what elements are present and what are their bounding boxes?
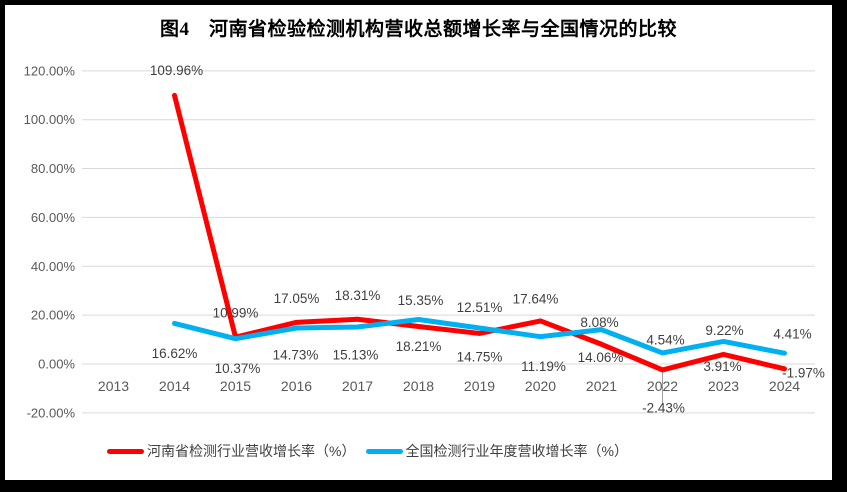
legend: 河南省检测行业营收增长率（%） 全国检测行业年度营收增长率（%） [0,441,781,461]
y-tick-label: 120.00% [24,63,76,78]
data-label-1: 14.73% [273,348,319,363]
chart-background [5,5,832,480]
data-label-0: 15.35% [398,293,444,308]
data-label-1: 4.41% [773,327,811,342]
data-label-0: -2.43% [642,400,685,415]
data-label-0: 17.64% [513,291,559,306]
data-label-0: 10.99% [213,306,259,321]
y-tick-label: 40.00% [31,259,76,274]
y-tick-label: 20.00% [31,308,76,323]
data-label-1: 10.37% [215,361,261,376]
data-label-0: 109.96% [150,63,203,78]
data-label-0: 3.91% [703,359,741,374]
data-label-1: 14.06% [578,350,624,365]
x-tick-label: 2024 [769,378,800,394]
y-tick-label: -20.00% [27,405,76,420]
x-tick-label: 2023 [708,378,739,394]
legend-label-national: 全国检测行业年度营收增长率（%） [405,443,628,459]
x-tick-label: 2015 [220,378,251,394]
data-label-0: -1.97% [782,365,825,380]
x-tick-label: 2020 [525,378,556,394]
data-label-0: 17.05% [274,291,320,306]
chart-title: 图4 河南省检验检测机构营收总额增长率与全国情况的比较 [159,19,677,40]
data-label-1: 4.54% [646,332,684,347]
y-tick-label: 80.00% [31,161,76,176]
data-label-1: 16.62% [152,346,198,361]
x-tick-label: 2013 [98,378,129,394]
y-tick-label: 100.00% [24,112,76,127]
data-label-1: 15.13% [333,348,379,363]
x-tick-label: 2017 [342,378,373,394]
y-tick-label: 0.00% [38,357,75,372]
y-tick-label: 60.00% [31,210,76,225]
national-series-swatch-icon [365,448,403,454]
legend-label-henan: 河南省检测行业营收增长率（%） [147,443,356,459]
legend-item-henan: 河南省检测行业营收增长率（%） [107,441,356,461]
x-tick-label: 2016 [281,378,312,394]
data-label-0: 12.51% [457,300,503,315]
data-label-1: 18.21% [396,339,442,354]
data-label-0: 18.31% [335,288,381,303]
series-line-0 [172,92,787,373]
series-line-1 [172,317,787,356]
data-label-0: 8.08% [580,315,618,330]
legend-item-national: 全国检测行业年度营收增长率（%） [365,441,628,461]
data-label-1: 14.75% [457,349,503,364]
x-tick-label: 2014 [159,378,190,394]
x-tick-label: 2019 [464,378,495,394]
x-tick-label: 2021 [586,378,617,394]
henan-series-swatch-icon [107,448,145,454]
data-label-1: 9.22% [705,323,743,338]
x-tick-label: 2018 [403,378,434,394]
data-label-1: 11.19% [521,359,566,374]
